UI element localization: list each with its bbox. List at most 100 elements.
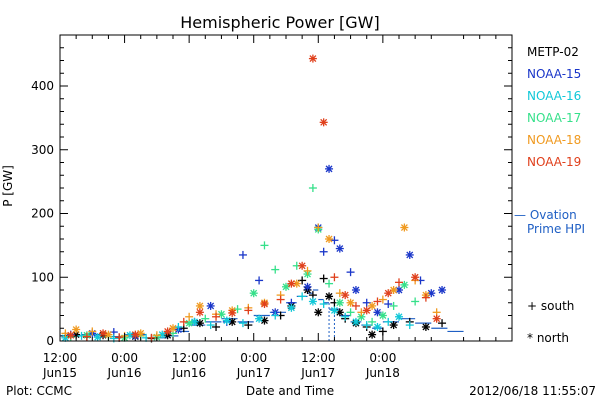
south-point	[362, 321, 371, 330]
point-stroke	[379, 312, 387, 319]
south-point	[373, 297, 382, 306]
point-stroke	[325, 165, 333, 173]
north-point	[389, 321, 398, 330]
north-point	[287, 303, 296, 312]
south-point	[115, 333, 124, 342]
point-stroke	[395, 313, 403, 321]
north-point	[325, 164, 334, 173]
north-point	[222, 316, 231, 325]
south-point	[319, 300, 328, 309]
north-point	[190, 317, 199, 326]
north-point	[335, 244, 344, 253]
point-stroke	[250, 289, 258, 297]
north-point	[228, 308, 237, 317]
x-tick-label-date: Jun16	[107, 366, 142, 380]
north-point	[378, 311, 387, 320]
point-stroke	[374, 308, 381, 316]
legend-entry: NOAA-16	[527, 89, 581, 103]
point-stroke	[320, 118, 328, 126]
point-stroke	[336, 245, 344, 253]
south-point	[319, 247, 328, 256]
south-point	[405, 321, 414, 330]
point-stroke	[336, 308, 344, 316]
point-stroke	[104, 331, 112, 339]
north-point	[395, 286, 403, 294]
x-axis: 12:00Jun150:00Jun1612:00Jun160:00Jun1712…	[42, 35, 497, 380]
point-stroke	[196, 319, 204, 327]
point-stroke	[357, 313, 365, 321]
north-point	[104, 330, 113, 339]
point-stroke	[309, 298, 317, 305]
x-axis-label: Date and Time	[246, 384, 334, 398]
north-point	[368, 330, 377, 339]
north-point	[432, 314, 441, 323]
point-stroke	[433, 315, 441, 323]
north-point	[325, 292, 334, 301]
point-stroke	[352, 318, 360, 326]
south-point	[179, 317, 188, 326]
point-stroke	[400, 281, 408, 289]
south-point	[389, 301, 398, 310]
footer-timestamp: 2012/06/18 11:55:07	[469, 384, 596, 398]
north-point	[325, 235, 334, 243]
north-point	[405, 250, 414, 259]
south-point	[303, 266, 312, 275]
north-point	[335, 298, 344, 307]
x-tick-label-time: 12:00	[43, 351, 78, 365]
point-stroke	[255, 315, 263, 323]
x-tick-label-time: 12:00	[301, 351, 336, 365]
x-tick-label-time: 0:00	[111, 351, 138, 365]
point-stroke	[261, 300, 268, 308]
south-point	[255, 276, 264, 285]
north-point	[341, 291, 350, 300]
south-point	[308, 184, 317, 192]
north-point	[303, 282, 312, 291]
point-stroke	[207, 302, 215, 310]
legend-ovation-line1: — Ovation	[514, 208, 577, 222]
point-stroke	[336, 299, 344, 307]
north-point	[72, 325, 81, 334]
south-point	[271, 311, 280, 320]
legend-north: * north	[527, 331, 569, 345]
point-stroke	[352, 286, 360, 294]
north-point	[400, 223, 409, 232]
south-point	[244, 306, 253, 315]
north-point	[421, 322, 430, 331]
north-point	[136, 329, 145, 338]
north-point	[287, 279, 296, 288]
x-tick-label-date: Jun17	[300, 366, 335, 380]
north-point	[395, 312, 403, 321]
x-tick-label-time: 0:00	[240, 351, 267, 365]
south-point	[82, 332, 91, 341]
north-point	[131, 330, 140, 339]
south-point	[238, 319, 247, 328]
point-stroke	[406, 251, 414, 259]
x-tick-label-date: Jun18	[365, 366, 400, 380]
north-point	[411, 273, 420, 282]
south-point	[276, 295, 285, 304]
point-stroke	[384, 289, 392, 297]
south-point	[438, 319, 447, 328]
north-point	[346, 298, 355, 307]
north-point	[255, 314, 264, 323]
south-point	[260, 241, 269, 250]
legend-ovation-line2: Prime HPI	[527, 222, 585, 236]
point-stroke	[304, 283, 311, 291]
legend-entry: METP-02	[527, 45, 579, 59]
south-point	[325, 279, 334, 288]
y-tick-label: 400	[31, 79, 54, 93]
south-point	[88, 327, 97, 336]
south-point	[330, 273, 339, 282]
point-stroke	[282, 283, 290, 291]
south-point	[411, 297, 420, 306]
north-point	[314, 308, 323, 317]
north-point	[308, 297, 317, 306]
south-point	[147, 333, 156, 342]
point-stroke	[314, 308, 322, 316]
point-stroke	[390, 321, 398, 329]
south-point	[233, 305, 242, 314]
x-tick-label-date: Jun16	[171, 366, 206, 380]
point-stroke	[400, 224, 408, 231]
south-point	[314, 223, 323, 232]
point-stroke	[261, 317, 268, 325]
